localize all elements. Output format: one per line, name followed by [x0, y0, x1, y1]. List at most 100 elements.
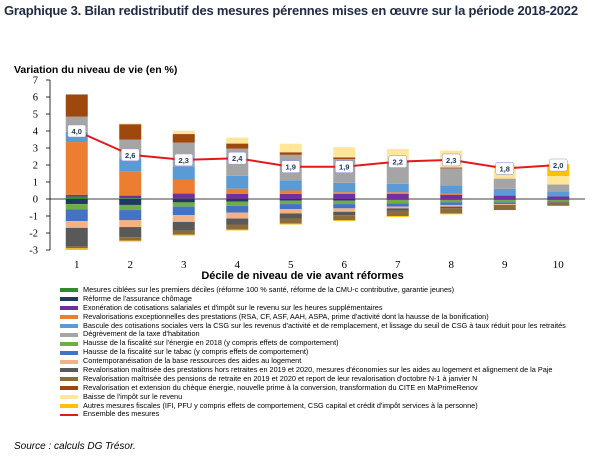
- bar-segment: [119, 240, 142, 242]
- legend-swatch: [60, 341, 78, 346]
- bar-segment: [333, 193, 356, 199]
- data-label: 1,9: [339, 163, 349, 172]
- bar-segment: [440, 194, 463, 199]
- x-tick-label: 3: [181, 259, 187, 270]
- bar-segment: [119, 210, 142, 221]
- y-tick-label: 1: [33, 178, 38, 189]
- legend-label: Autres mesures fiscales (IFI, PFU y comp…: [83, 400, 478, 410]
- bar-segment: [440, 168, 463, 186]
- bar-segment: [333, 211, 356, 216]
- bar-segment: [386, 199, 409, 204]
- bar-segment: [440, 193, 463, 195]
- bar-segment: [279, 199, 302, 201]
- bar-segment: [226, 224, 249, 230]
- bar-segment: [119, 171, 142, 196]
- bar-segment: [279, 204, 302, 210]
- chart-title: Graphique 3. Bilan redistributif des mes…: [4, 3, 578, 18]
- bar-segment: [440, 208, 463, 214]
- y-tick-label: 0: [33, 195, 38, 206]
- legend-label: Revalorisation maîtrisée des pensions de…: [83, 373, 478, 383]
- bar-segment: [119, 237, 142, 241]
- legend-label: Mesures ciblées sur les premiers déciles…: [83, 285, 455, 294]
- bar-segment: [226, 229, 249, 231]
- y-tick-label: 7: [33, 76, 38, 87]
- x-tick-label: 1: [74, 259, 80, 270]
- legend-swatch: [60, 368, 78, 373]
- legend-label: Ensemble des mesures: [83, 409, 160, 419]
- bar-segment: [386, 163, 409, 184]
- bar-segment: [172, 193, 195, 199]
- bar-segment: [172, 179, 195, 194]
- bar-segment: [172, 221, 195, 231]
- bar-segment: [279, 180, 302, 191]
- bar-segment: [172, 215, 195, 222]
- bar-segment: [547, 202, 570, 206]
- data-label-box: [227, 151, 247, 165]
- y-tick-label: 2: [33, 161, 38, 172]
- bar-segment: [65, 199, 88, 205]
- bar-segment: [547, 196, 570, 199]
- legend-swatch: [60, 288, 78, 293]
- bar-segment: [119, 158, 142, 172]
- bar-segment: [226, 212, 249, 219]
- bar-segment: [440, 202, 463, 205]
- bar-segment: [547, 201, 570, 203]
- bar-segment: [386, 203, 409, 207]
- bar-segment: [65, 246, 88, 249]
- x-tick-label: 2: [128, 259, 134, 270]
- bar-segment: [119, 220, 142, 228]
- y-axis-label: Variation du niveau de vie (en %): [14, 64, 178, 76]
- legend-item: Dégrèvement de la taxe d'habitation: [60, 330, 600, 339]
- bar-segment: [65, 204, 88, 210]
- bar-segment: [440, 167, 463, 169]
- legend-swatch: [60, 324, 78, 328]
- bar-segment: [547, 199, 570, 202]
- data-label-box: [388, 155, 408, 168]
- bar-segment: [65, 221, 88, 228]
- y-tick-label: 6: [33, 93, 38, 104]
- legend-line-swatch: [60, 413, 78, 416]
- legend-item: Hausse de la fiscalité sur l'énergie en …: [60, 338, 600, 348]
- bar-segment: [333, 147, 356, 158]
- bar-segment: [386, 208, 409, 211]
- legend-label: Dégrèvement de la taxe d'habitation: [83, 329, 200, 339]
- bar-segment: [172, 206, 195, 216]
- bar-segment: [493, 204, 516, 206]
- bar-segment: [172, 166, 195, 180]
- legend-swatch: [60, 350, 78, 355]
- bar-segment: [65, 194, 88, 197]
- legend-label: Hausse de la fiscalité sur l'énergie en …: [83, 338, 339, 348]
- bar-segment: [279, 209, 302, 214]
- bar-segment: [226, 199, 249, 202]
- bar-segment: [333, 208, 356, 212]
- data-label: 1,8: [500, 164, 510, 173]
- bar-segment: [279, 143, 302, 153]
- data-label-box: [334, 160, 354, 173]
- y-tick-label: -2: [29, 229, 38, 240]
- legend-label: Revalorisations exceptionnelles des pres…: [83, 311, 489, 321]
- legend-item: Revalorisation maîtrisée des prestations…: [60, 365, 600, 375]
- legend-item: Revalorisations exceptionnelles des pres…: [60, 311, 600, 322]
- bar-segment: [279, 152, 302, 155]
- data-label: 2,4: [232, 154, 243, 163]
- bar-segment: [279, 190, 302, 194]
- data-label-box: [281, 160, 301, 173]
- bar-segment: [226, 201, 249, 206]
- bar-segment: [493, 195, 516, 199]
- bar-segment: [386, 183, 409, 193]
- bar-segment: [440, 199, 463, 203]
- bar-segment: [226, 188, 249, 194]
- legend-label: Revalorisation maîtrisée des prestations…: [83, 365, 553, 375]
- bar-segment: [547, 191, 570, 197]
- bar-segment: [226, 205, 249, 213]
- bar-segment: [65, 94, 88, 117]
- bar-segment: [172, 130, 195, 135]
- bar-segment: [493, 199, 516, 203]
- legend-swatch: [60, 297, 78, 302]
- bar-segment: [440, 185, 463, 194]
- bar-segment: [65, 248, 88, 250]
- legend-item: Mesures ciblées sur les premiers déciles…: [60, 285, 600, 295]
- bar-segment: [333, 215, 356, 221]
- bar-segment: [172, 234, 195, 236]
- bar-segment: [333, 220, 356, 222]
